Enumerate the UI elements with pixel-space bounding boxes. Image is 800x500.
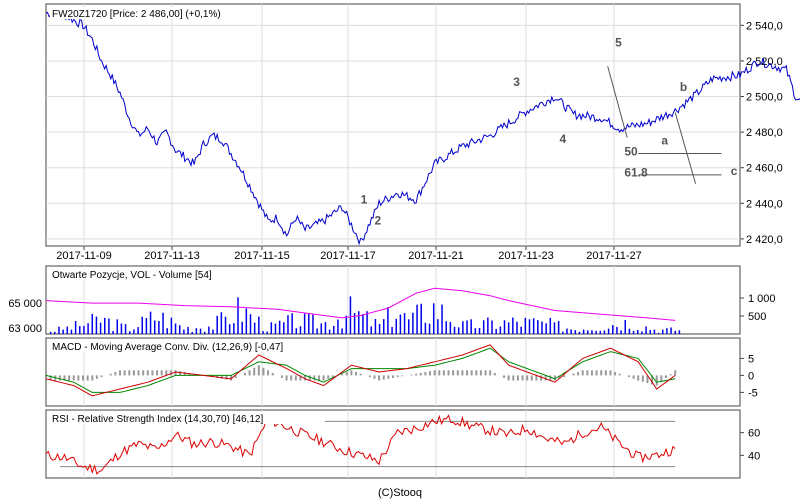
price-series-line [45, 9, 800, 246]
price-annotation-label: 2 [374, 214, 381, 228]
price-ytick-label: 2 480,0 [746, 127, 783, 139]
price-annotation-label: 50 [624, 144, 638, 158]
price-ytick-label: 2 440,0 [746, 198, 783, 210]
price-annotation-label: b [680, 80, 687, 94]
price-annotation-line-0 [607, 66, 628, 138]
price-panel-title: FW20Z1720 [Price: 2 486,00] (+0,1%) [52, 9, 221, 20]
price-xtick-label: 2017-11-13 [144, 250, 199, 262]
price-panel-title-bg [50, 7, 252, 19]
rsi-right-tick-label: 40 [748, 450, 760, 462]
price-annotation-line-1 [674, 112, 697, 184]
volume-left-tick-label: 65 000 [8, 298, 42, 310]
rsi-panel-title: RSI - Relative Strength Index (14,30,70)… [52, 414, 263, 425]
price-annotation-label: 4 [560, 132, 567, 146]
price-xtick-label: 2017-11-27 [586, 250, 641, 262]
price-annotation-label: c [731, 164, 738, 178]
price-ytick-label: 2 520,0 [746, 56, 783, 68]
macd-panel-title: MACD - Moving Average Conv. Div. (12,26,… [52, 342, 283, 353]
price-xtick-label: 2017-11-21 [408, 250, 463, 262]
price-ytick-label: 2 500,0 [746, 92, 783, 104]
macd-panel-title-bg [50, 340, 336, 352]
volume-right-tick-label: 500 [748, 311, 766, 323]
price-ytick-label: 2 540,0 [746, 20, 783, 32]
macd-right-tick-label: -5 [748, 387, 758, 399]
macd-right-tick-label: 0 [748, 370, 754, 382]
footer-credit: (C)Stooq [378, 487, 422, 499]
price-ytick-label: 2 460,0 [746, 163, 783, 175]
volume-panel-title-bg [50, 268, 247, 280]
volume-panel-title: Otwarte Pozycje, VOL - Volume [54] [52, 270, 212, 281]
price-xtick-label: 2017-11-17 [320, 250, 375, 262]
price-ytick-label: 2 420,0 [746, 234, 783, 246]
volume-right-tick-label: 1 000 [748, 293, 776, 305]
volume-left-tick-label: 63 000 [8, 323, 42, 335]
price-annotation-label: a [661, 134, 668, 148]
macd-right-tick-label: 5 [748, 353, 754, 365]
price-xtick-label: 2017-11-15 [234, 250, 289, 262]
price-xtick-label: 2017-11-23 [498, 250, 553, 262]
price-annotation-label: 5 [615, 36, 622, 50]
price-panel-frame [45, 3, 741, 247]
macd-line [45, 344, 676, 397]
open-interest-line [45, 287, 676, 321]
price-annotation-label: 3 [513, 75, 520, 89]
rsi-line [45, 414, 676, 475]
price-annotation-label: 1 [361, 192, 368, 206]
rsi-panel-title-bg [50, 412, 325, 424]
price-annotation-label: 61.8 [624, 166, 648, 180]
price-xtick-label: 2017-11-09 [56, 250, 111, 262]
rsi-right-tick-label: 60 [748, 428, 760, 440]
